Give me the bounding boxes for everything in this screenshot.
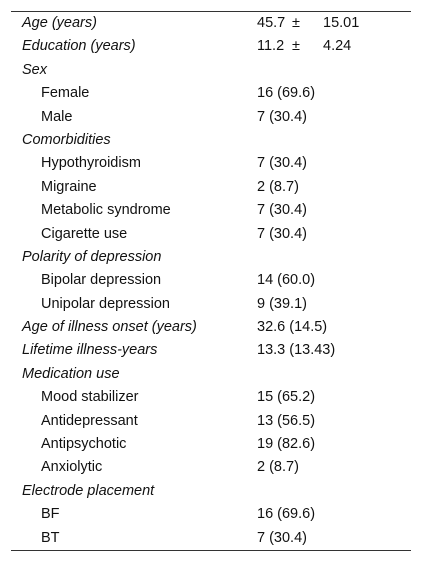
table-row: Age of illness onset (years) 32.6 (14.5) (11, 316, 411, 339)
table-row: Migraine 2 (8.7) (11, 176, 411, 199)
row-label: Migraine (41, 178, 97, 195)
table-row: Hypothyroidism 7 (30.4) (11, 152, 411, 175)
table-row: BT 7 (30.4) (11, 527, 411, 550)
cell-value: 7 (30.4) (257, 202, 307, 219)
table-row: Education (years) 11.2 ±4.24 (11, 35, 411, 58)
row-label: Antidepressant (41, 412, 138, 429)
table-row: Comorbidities (11, 129, 411, 152)
cell-value: 19 (82.6) (257, 436, 316, 453)
cell-value: 2 (8.7) (257, 178, 299, 195)
cell-value: 16 (69.6) (257, 85, 316, 102)
row-label: Unipolar depression (41, 295, 170, 312)
table-row: BF 16 (69.6) (11, 503, 411, 526)
row-heading: Lifetime illness-years (22, 342, 158, 359)
row-label: Female (41, 85, 90, 102)
cell-value: 7 (30.4) (257, 155, 307, 172)
cell-value: 2 (8.7) (257, 459, 299, 476)
table-row: Male 7 (30.4) (11, 106, 411, 129)
table-row: Medication use (11, 363, 411, 386)
table-row: Mood stabilizer 15 (65.2) (11, 386, 411, 409)
cell-sign: ± (292, 38, 300, 55)
row-label: Metabolic syndrome (41, 202, 171, 219)
row-heading: Medication use (22, 365, 120, 382)
row-heading: Age of illness onset (years) (22, 319, 197, 336)
cell-value: 45.7 (257, 15, 286, 31)
table-row: Lifetime illness-years 13.3 (13.43) (11, 339, 411, 362)
cell-value: 11.2 (257, 38, 285, 55)
table-row: Bipolar depression 14 (60.0) (11, 269, 411, 292)
table-row: Anxiolytic 2 (8.7) (11, 456, 411, 479)
cell-value: 14 (60.0) (257, 272, 316, 289)
row-heading: Electrode placement (22, 482, 155, 499)
cell-value: 7 (30.4) (257, 108, 307, 125)
table-row: Cigarette use 7 (30.4) (11, 223, 411, 246)
table-row: Age (years) 45.7 ±15.01 (11, 12, 411, 35)
table-row: Sex (11, 59, 411, 82)
row-label: Antipsychotic (41, 436, 127, 453)
row-heading: Age (years) (22, 15, 97, 31)
table: Age (years) 45.7 ±15.01 Education (years) 11… (11, 11, 411, 551)
row-label: Anxiolytic (41, 459, 103, 476)
cell-value: 16 (69.6) (257, 506, 316, 523)
table-row: Polarity of depression (11, 246, 411, 269)
table-row: Electrode placement (11, 480, 411, 503)
row-label: Hypothyroidism (41, 155, 141, 172)
row-label: BF (41, 506, 60, 523)
cell-value: 13 (56.5) (257, 412, 316, 429)
row-label: BT (41, 529, 60, 546)
row-heading: Sex (22, 61, 47, 78)
row-label: Cigarette use (41, 225, 128, 242)
cell-value: 7 (30.4) (257, 529, 307, 546)
row-heading: Polarity of depression (22, 248, 162, 265)
row-label: Mood stabilizer (41, 389, 139, 406)
cell-value: 7 (30.4) (257, 225, 307, 242)
table-row: Antipsychotic 19 (82.6) (11, 433, 411, 456)
table-row: Female 16 (69.6) (11, 82, 411, 105)
row-label: Male (41, 108, 73, 125)
cell-sign: ± (292, 15, 300, 31)
cell-value: 9 (39.1) (257, 295, 307, 312)
cell-value: 13.3 (13.43) (257, 342, 336, 359)
row-label: Bipolar depression (41, 272, 162, 289)
cell-value: 15.01 (323, 15, 360, 31)
table-row: Antidepressant 13 (56.5) (11, 410, 411, 433)
cell-value: 4.24 (323, 38, 352, 55)
cell-value: 15 (65.2) (257, 389, 316, 406)
row-heading: Comorbidities (22, 131, 111, 148)
cell-value: 32.6 (14.5) (257, 319, 328, 336)
row-heading: Education (years) (22, 38, 136, 55)
table-row: Unipolar depression 9 (39.1) (11, 293, 411, 316)
table-row: Metabolic syndrome 7 (30.4) (11, 199, 411, 222)
